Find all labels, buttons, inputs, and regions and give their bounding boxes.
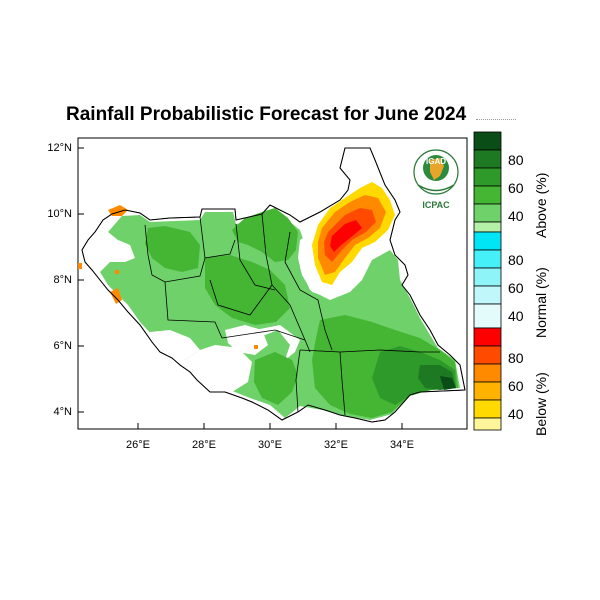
title-rule [476,119,516,120]
icpac-logo-emblem [413,149,459,195]
above-60-area-west [145,226,200,272]
below-area-west-mid [110,288,122,304]
logo-bottom-text: ICPAC [422,200,450,210]
cbar-normal-label: 40 [508,308,524,324]
below-area-dot [254,345,258,349]
forecast-fields [78,147,466,423]
map-title: Rainfall Probabilistic Forecast for June… [66,104,467,125]
above-70-area [372,346,456,405]
y-tick-label: 12°N [47,142,72,154]
cbar-below-label: 80 [508,350,524,366]
white-area-south [200,348,252,392]
x-tick-label: 30°E [258,439,282,451]
cbar-above-label: 40 [508,208,524,224]
colorbar-below [473,327,502,431]
x-tick-label: 34°E [390,439,414,451]
y-tick-label: 10°N [47,208,72,220]
cbar-below-label: 40 [508,406,524,422]
state-boundaries [144,213,440,416]
axis-ticks [78,147,403,429]
cbar-above-title: Above (%) [533,172,549,238]
x-tick-label: 32°E [324,439,348,451]
colorbar-normal [473,231,502,329]
cbar-normal-title: Normal (%) [533,267,549,338]
x-tick-label: 26°E [126,439,150,451]
colorbar-above [473,131,502,233]
cbar-above-label: 60 [508,180,524,196]
cbar-below-label: 60 [508,378,524,394]
white-area-southwest [150,330,200,360]
x-tick-label: 28°E [192,439,216,451]
above-90-area [440,376,456,390]
below-area-dot-west [115,270,119,274]
y-tick-label: 8°N [53,274,72,286]
below-area-dot-edge [78,263,82,269]
y-tick-label: 6°N [53,340,72,352]
below-70-area [330,220,362,252]
icpac-logo: IGAD ICPAC [412,145,460,210]
cbar-normal-label: 60 [508,280,524,296]
above-60-area-north [232,208,298,262]
cbar-below-title: Below (%) [533,372,549,436]
above-60-area-south [254,352,298,405]
cbar-normal-label: 80 [508,252,524,268]
country-outline [81,147,466,423]
y-tick-label: 4°N [53,406,72,418]
cbar-above-label: 80 [508,152,524,168]
logo-top-text: IGAD [426,157,446,166]
